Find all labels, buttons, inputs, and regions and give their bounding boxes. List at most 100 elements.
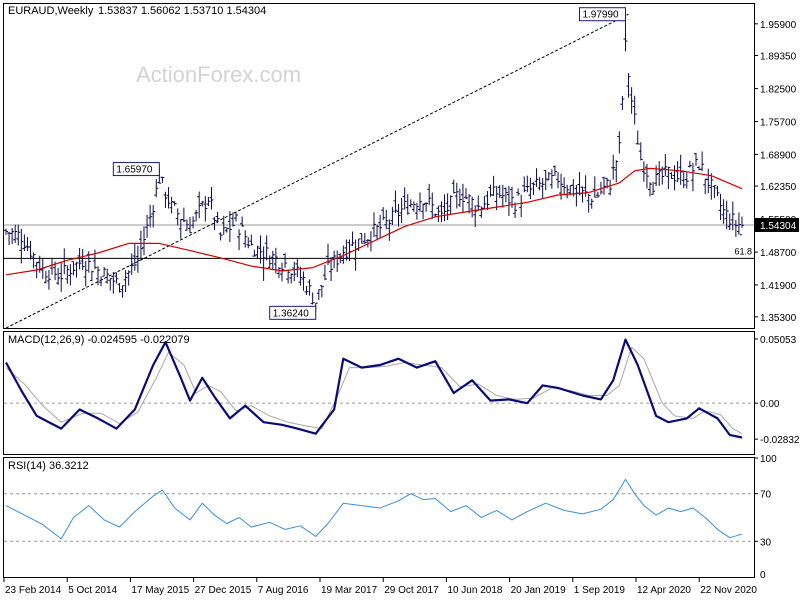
ohlc-bar [89, 270, 94, 282]
ohlc-bar [19, 228, 24, 264]
ohlc-bar [712, 185, 717, 198]
ohlc-bar [595, 191, 600, 198]
ohlc-bar [292, 261, 297, 282]
price-tick-label: 1.35300 [760, 313, 797, 324]
ohlc-bar [684, 172, 689, 189]
ohlc-bar [516, 188, 521, 196]
rsi-panel-frame [3, 457, 755, 578]
ohlc-bar [448, 195, 453, 215]
ohlc-bar [614, 160, 619, 183]
ohlc-bar [230, 212, 235, 227]
ohlc-bar [706, 168, 711, 194]
price-panel[interactable]: 1.95900 1.89350 1.82500 1.75700 1.68900 1.623… [4, 7, 799, 329]
ohlc-bar [485, 191, 490, 210]
ohlc-bar [319, 285, 324, 298]
ohlc-bar [175, 208, 180, 226]
ohlc-bar [200, 200, 205, 207]
ohlc-bar [169, 196, 174, 214]
ohlc-bar [163, 191, 168, 208]
ohlc-bar [506, 185, 511, 216]
ohlc-bar [724, 200, 729, 230]
ohlc-bar [473, 205, 478, 227]
price-panel-frame [3, 3, 755, 329]
ohlc-bar [436, 205, 441, 222]
ohlc-bar [663, 153, 668, 177]
ohlc-bar [381, 207, 386, 221]
ohlc-bar [733, 219, 738, 237]
watermark: ActionForex.com [136, 62, 301, 87]
ohlc-bar [221, 215, 226, 235]
current-price-label: 1.54304 [760, 221, 797, 232]
ohlc-bar [218, 232, 223, 241]
x-tick-label: 19 Mar 2017 [321, 585, 378, 596]
ohlc-bar [203, 196, 208, 222]
ohlc-bar [283, 253, 288, 268]
ohlc-bar [540, 177, 545, 199]
ohlc-bar [212, 217, 217, 231]
annotation-label: 1.65970 [116, 165, 153, 176]
x-axis: 23 Feb 2014 5 Oct 2014 17 May 2015 27 Dec 2… [3, 577, 757, 596]
ohlc-bar [657, 161, 662, 186]
ohlc-bar [562, 177, 567, 195]
ohlc-bar [522, 176, 527, 193]
ohlc-bar [617, 131, 622, 154]
macd-panel[interactable]: 0.05053 0.00 -0.028323 [4, 335, 800, 446]
ohlc-bar [114, 272, 119, 284]
ohlc-bar [120, 285, 125, 298]
ohlc-bar [270, 250, 275, 271]
ohlc-bar [648, 182, 652, 197]
ohlc-bar [620, 95, 625, 110]
ohlc-bar [249, 234, 254, 246]
ohlc-bar [237, 229, 242, 251]
ohlc-bar [28, 240, 33, 260]
ohlc-bar [580, 186, 585, 203]
ohlc-bar [71, 261, 76, 276]
ohlc-bar [408, 199, 413, 208]
ohlc-bar [433, 213, 438, 217]
ohlc-bar [393, 190, 398, 214]
price-tick-label: 1.82500 [760, 85, 797, 96]
ohlc-bar [715, 186, 720, 197]
ohlc-bar [476, 195, 481, 211]
ohlc-bar [59, 261, 64, 292]
ohlc-bar [132, 244, 137, 271]
ohlc-bar [534, 168, 539, 187]
ohlc-bar [341, 245, 346, 264]
ohlc-bar [442, 194, 447, 222]
ohlc-bar [322, 264, 327, 281]
x-tick-label: 7 Aug 2016 [258, 585, 309, 596]
ohlc-bar [372, 212, 376, 238]
ohlc-bar [25, 237, 30, 251]
ohlc-bars [4, 13, 744, 313]
rsi-tick-label: 30 [760, 537, 772, 548]
ohlc-bar [497, 184, 502, 198]
ohlc-bar [552, 165, 557, 176]
rsi-tick-label: 100 [760, 454, 777, 465]
ohlc-bar [178, 218, 183, 239]
x-tick-label: 1 Sep 2019 [574, 585, 626, 596]
price-tick-label: 1.62350 [760, 182, 797, 193]
ohlc-bar [4, 228, 8, 235]
ohlc-bar [451, 179, 456, 194]
ohlc-bar [224, 227, 229, 233]
ohlc-bar [362, 233, 367, 245]
x-tick-label: 23 Feb 2014 [5, 585, 62, 596]
ohlc-bar [344, 239, 349, 261]
ohlc-bar [525, 175, 530, 193]
ohlc-bar [105, 268, 110, 284]
ohlc-bar [464, 188, 468, 200]
ohlc-bar [264, 235, 269, 261]
ohlc-bar [678, 154, 683, 185]
ohlc-bar [255, 245, 260, 259]
ohlc-bar [709, 173, 714, 200]
ohlc-bar [491, 175, 496, 197]
ohlc-bar [329, 257, 334, 282]
ohlc-bar [390, 206, 395, 225]
ohlc-bar [574, 184, 579, 207]
x-tick-label: 27 Dec 2015 [195, 585, 252, 596]
price-tick-label: 1.48700 [760, 248, 797, 259]
rsi-panel[interactable]: 100 70 30 0 [4, 454, 777, 581]
annotation-box [578, 7, 626, 22]
ohlc-bar [445, 193, 450, 221]
